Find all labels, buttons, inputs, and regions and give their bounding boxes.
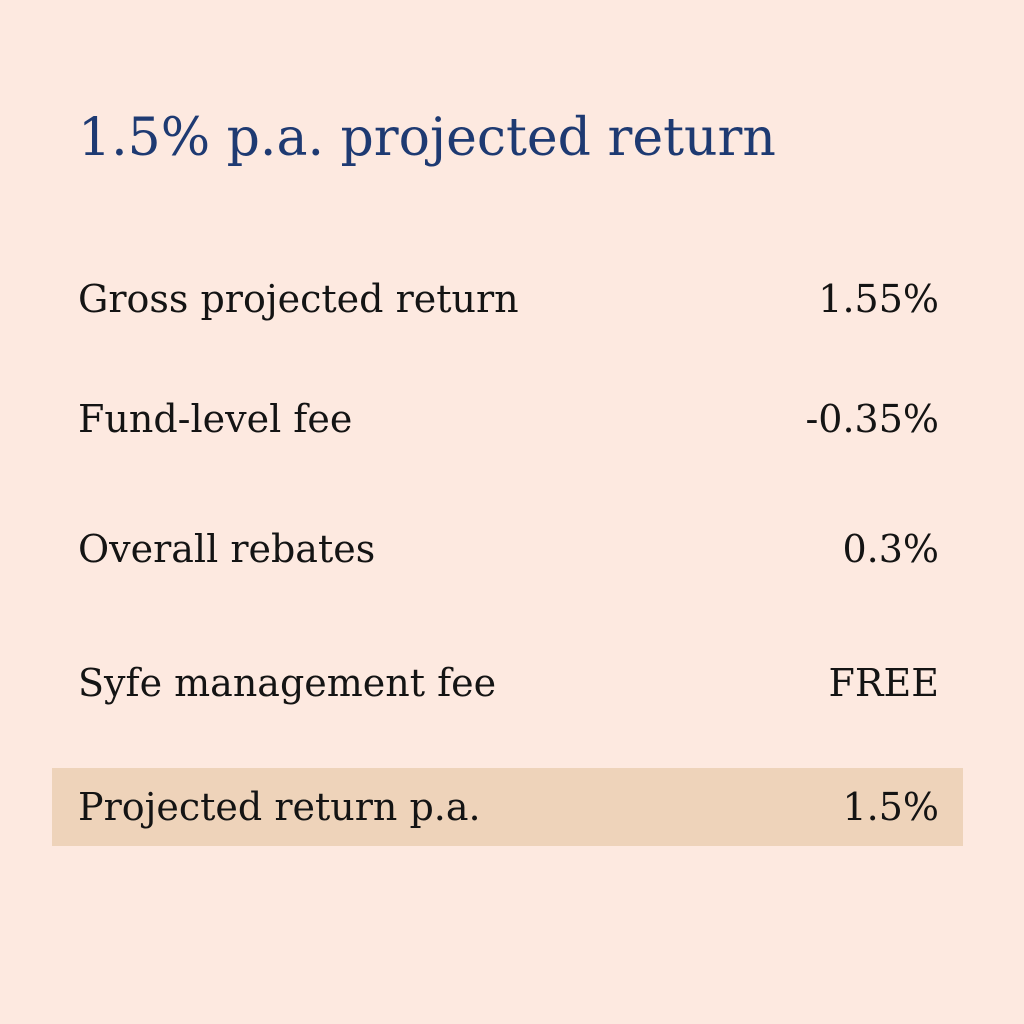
row-label: Projected return p.a. bbox=[78, 785, 481, 829]
row-overall-rebates: Overall rebates 0.3% bbox=[52, 510, 963, 588]
row-value: 1.55% bbox=[818, 277, 939, 321]
row-syfe-management-fee: Syfe management fee FREE bbox=[52, 644, 963, 722]
row-value: 1.5% bbox=[842, 785, 939, 829]
row-label: Fund-level fee bbox=[78, 397, 353, 441]
row-label: Syfe management fee bbox=[78, 661, 497, 705]
row-value: FREE bbox=[828, 661, 939, 705]
row-label: Overall rebates bbox=[78, 527, 376, 571]
row-value: -0.35% bbox=[805, 397, 939, 441]
row-gross-projected-return: Gross projected return 1.55% bbox=[52, 260, 963, 338]
page-title: 1.5% p.a. projected return bbox=[78, 108, 776, 168]
row-projected-return-total: Projected return p.a. 1.5% bbox=[52, 768, 963, 846]
row-fund-level-fee: Fund-level fee -0.35% bbox=[52, 380, 963, 458]
row-label: Gross projected return bbox=[78, 277, 519, 321]
row-value: 0.3% bbox=[842, 527, 939, 571]
